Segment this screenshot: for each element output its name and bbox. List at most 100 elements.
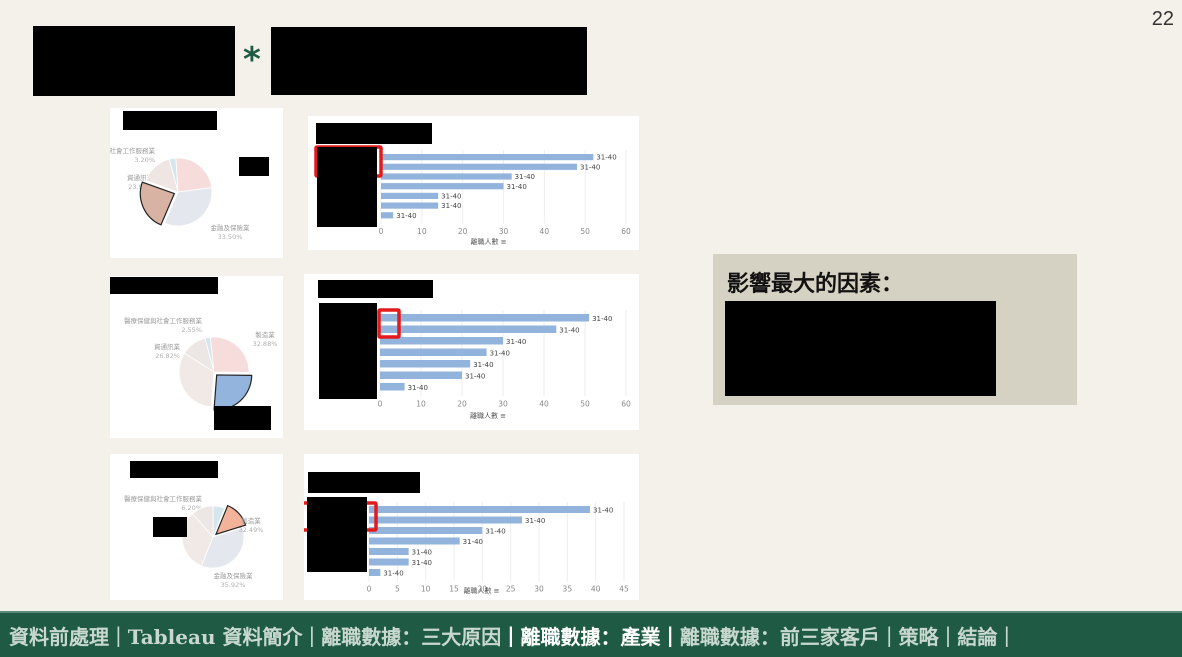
x-tick-label: 25	[506, 585, 516, 594]
nav-separator: |	[507, 623, 515, 647]
pie-slice	[181, 513, 214, 567]
pie-slice	[200, 527, 245, 569]
bar	[380, 325, 557, 333]
pie-slice-percent: 35.92%	[221, 581, 246, 589]
bar-label: 31-40	[515, 173, 535, 181]
bar-axis-redaction	[319, 303, 377, 399]
nav-item-three-reasons[interactable]: 離職數據：三大原因	[321, 624, 502, 649]
bar	[369, 548, 409, 555]
bar	[381, 154, 594, 161]
bar-axis-redaction	[307, 497, 367, 572]
x-tick-label: 0	[378, 400, 383, 409]
pie-slice-percent: 6.20%	[181, 504, 202, 512]
nav-separator: |	[666, 623, 674, 647]
pie-slice-percent: 32.88%	[253, 340, 278, 348]
bar-label: 31-40	[463, 538, 483, 546]
x-tick-label: 60	[621, 227, 631, 236]
pie-slice-label: 醫療保健與社會工作服務業	[110, 146, 156, 155]
pie-slice	[145, 158, 179, 193]
nav-separator: |	[115, 623, 122, 647]
bar	[381, 192, 439, 199]
bar-label: 31-40	[525, 517, 545, 525]
bar-label: 31-40	[506, 338, 526, 346]
x-tick-label: 10	[417, 227, 427, 236]
x-axis-label: 離職人數 ≡	[463, 586, 499, 595]
bar-chart-1: 0 10 20 30 40 50 6031-4031-4031-4031-4031-4031…	[314, 145, 631, 246]
x-tick-label: 0	[367, 585, 372, 594]
pie-label-redaction	[214, 406, 271, 430]
bar	[380, 371, 462, 379]
x-tick-label: 30	[499, 227, 509, 236]
pie-slice-percent: 32.49%	[239, 526, 264, 534]
x-tick-label: 20	[457, 400, 467, 409]
bar	[380, 314, 590, 322]
bar	[369, 527, 483, 534]
title-joiner: *	[243, 40, 261, 80]
pie-slice-label: 資通訊業	[127, 173, 154, 182]
nav-item-conclusion[interactable]: 結論	[957, 624, 998, 649]
bar-label: 31-40	[596, 154, 616, 162]
nav-item-preprocessing[interactable]: 資料前處理	[9, 624, 109, 649]
pie-slice	[164, 187, 213, 227]
x-tick-label: 15	[449, 585, 459, 594]
bar-chart-card-2: 0 10 20 30 40 50 60 31-40 31-40 31-40 31-40 31-40 31…	[304, 274, 639, 430]
bar-axis-redaction	[317, 147, 377, 227]
bar-label: 31-40	[465, 373, 485, 381]
nav-item-strategy[interactable]: 策略	[898, 624, 939, 649]
pie-slice	[213, 374, 253, 411]
key-factor-box: 影響最大的因素：	[713, 254, 1077, 405]
bar-chart-2: 0 10 20 30 40 50 60 31-40 31-40 31-40 31-40 31-40 31…	[377, 308, 631, 420]
pie-slice-percent: 3.20%	[134, 156, 155, 164]
nav-item-top-clients[interactable]: 離職數據：前三家客戶	[679, 624, 880, 649]
highlight-box	[377, 308, 401, 339]
bar-label: 31-40	[507, 183, 527, 191]
pie-slice	[210, 336, 250, 373]
nav-item-tableau-intro[interactable]: Tableau 資料簡介	[127, 624, 303, 649]
pie-slice	[139, 181, 176, 226]
bar	[369, 506, 590, 513]
pie-title-redaction	[123, 111, 217, 130]
bar-label: 31-40	[412, 549, 432, 557]
bar-label: 31-40	[559, 327, 579, 335]
pie-slice-label: 資通訊業	[154, 342, 181, 351]
bar-title-redaction	[308, 472, 420, 493]
pie-slice-label: 製造業	[241, 516, 261, 525]
bar	[381, 183, 504, 190]
x-tick-label: 30	[534, 585, 544, 594]
bar-label: 31-40	[441, 193, 461, 201]
pie-slice	[183, 337, 215, 373]
page-number: 22	[1151, 8, 1174, 30]
x-tick-label: 40	[539, 400, 549, 409]
title-redaction-right	[271, 27, 587, 95]
footer-nav: 資料前處理 | Tableau 資料簡介 | 離職數據：三大原因 | 離職數據：…	[0, 611, 1182, 657]
bar-label: 31-40	[408, 384, 428, 392]
bar	[381, 212, 394, 219]
pie-title-redaction	[130, 461, 218, 478]
bar	[369, 537, 460, 545]
x-tick-label: 5	[395, 585, 400, 594]
x-tick-label: 10	[421, 585, 431, 594]
bar	[369, 569, 381, 576]
bar-label: 31-40	[383, 570, 403, 578]
bar-label: 31-40	[490, 350, 510, 358]
key-factor-redaction	[725, 301, 996, 396]
bar	[380, 383, 405, 391]
pie-slice-label: 製造業	[255, 330, 275, 339]
pie-slice-label: 金融及保險業	[211, 223, 251, 232]
x-tick-label: 20	[478, 585, 488, 594]
pie-chart-card-3: 醫療保健與社會工作服務業 6.20% 金融及保險業 35.92% 製造業 32.49%	[110, 454, 283, 600]
nav-separator: |	[944, 623, 952, 647]
bar	[381, 163, 577, 170]
nav-separator: |	[1003, 623, 1011, 647]
nav-item-industry[interactable]: 離職數據：產業	[520, 624, 661, 649]
bar	[380, 360, 471, 368]
x-tick-label: 0	[379, 227, 384, 236]
x-tick-label: 30	[498, 400, 508, 409]
bar-label: 31-40	[485, 528, 505, 536]
x-tick-label: 45	[619, 585, 629, 594]
x-tick-label: 35	[563, 585, 573, 594]
x-tick-label: 10	[416, 400, 426, 409]
